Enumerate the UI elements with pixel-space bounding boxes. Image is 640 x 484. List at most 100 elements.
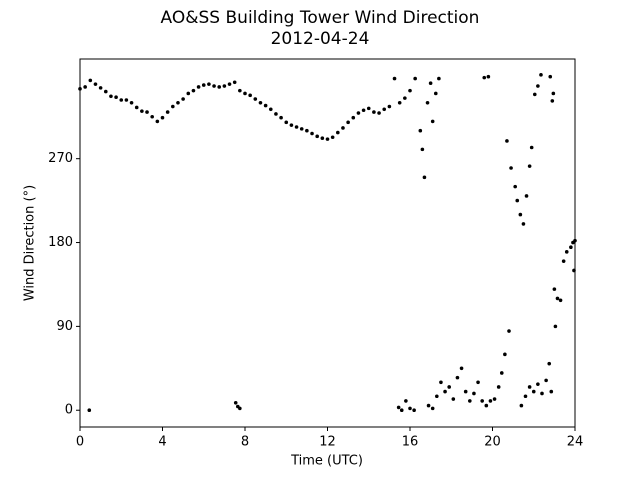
point [408,88,412,93]
x-tick-label: 4 [158,435,166,450]
point [549,389,554,394]
point [505,139,509,143]
point [212,84,216,88]
point [140,109,144,113]
point [119,98,124,102]
point [551,91,556,96]
point [196,85,201,89]
point [160,115,165,120]
point [524,194,529,198]
point [222,84,227,88]
point [523,394,528,399]
point [361,108,366,113]
point [507,329,511,333]
point [555,296,560,301]
point [145,110,149,114]
point [515,198,520,203]
point [459,366,464,371]
point [263,103,268,108]
point [155,119,160,124]
point [527,385,532,389]
point [88,78,93,83]
point [289,123,294,127]
point [399,408,404,413]
point [207,82,211,86]
chart-title: AO&SS Building Tower Wind Direction [161,8,480,28]
point [564,250,569,254]
y-tick-label: 0 [65,403,73,418]
point [83,85,87,89]
point [437,76,441,81]
point [171,104,175,109]
point [248,93,252,98]
point [468,399,472,403]
point [109,94,113,99]
point [336,130,340,135]
point [294,125,299,129]
point [403,96,407,100]
point [455,375,460,380]
point [569,245,573,249]
point [428,81,433,86]
point [356,111,361,115]
point [521,222,526,226]
point [305,128,309,133]
point [433,91,438,96]
point [413,76,417,81]
point [396,405,401,410]
point [165,110,170,114]
point [463,389,468,394]
point [484,403,489,408]
y-tick-label: 270 [48,151,73,166]
point [243,91,247,96]
point [527,164,532,168]
point [550,99,555,103]
x-axis-label: Time (UTC) [290,454,363,469]
point [518,212,523,217]
point [382,107,387,112]
point [486,74,491,79]
point [124,98,129,102]
point [181,97,185,101]
point [558,298,563,303]
point [547,361,552,366]
point [435,394,439,399]
point [233,400,238,405]
point [397,100,402,105]
point [315,134,319,139]
point [426,403,431,408]
point [320,136,325,140]
point [351,115,356,120]
point [372,110,376,114]
y-tick-label: 180 [48,235,73,250]
point [496,385,501,389]
point [492,397,497,401]
point [425,100,430,105]
point [408,406,412,411]
point [482,75,487,80]
x-tick-label: 20 [484,435,501,450]
point [366,106,371,111]
point [330,135,335,140]
x-tick-label: 24 [567,435,584,450]
point [279,115,283,120]
point [513,184,517,189]
point [499,371,504,375]
point [503,352,507,357]
point [114,95,118,99]
point [299,127,304,131]
point [103,89,108,94]
point [232,80,237,85]
point [238,406,242,411]
chart-subtitle: 2012-04-24 [271,29,370,49]
point [310,131,314,136]
point [539,73,543,77]
point [268,107,273,112]
point [191,88,196,93]
point [93,82,98,86]
point [519,403,524,408]
point [129,100,134,105]
point [544,378,548,383]
point [420,147,425,152]
